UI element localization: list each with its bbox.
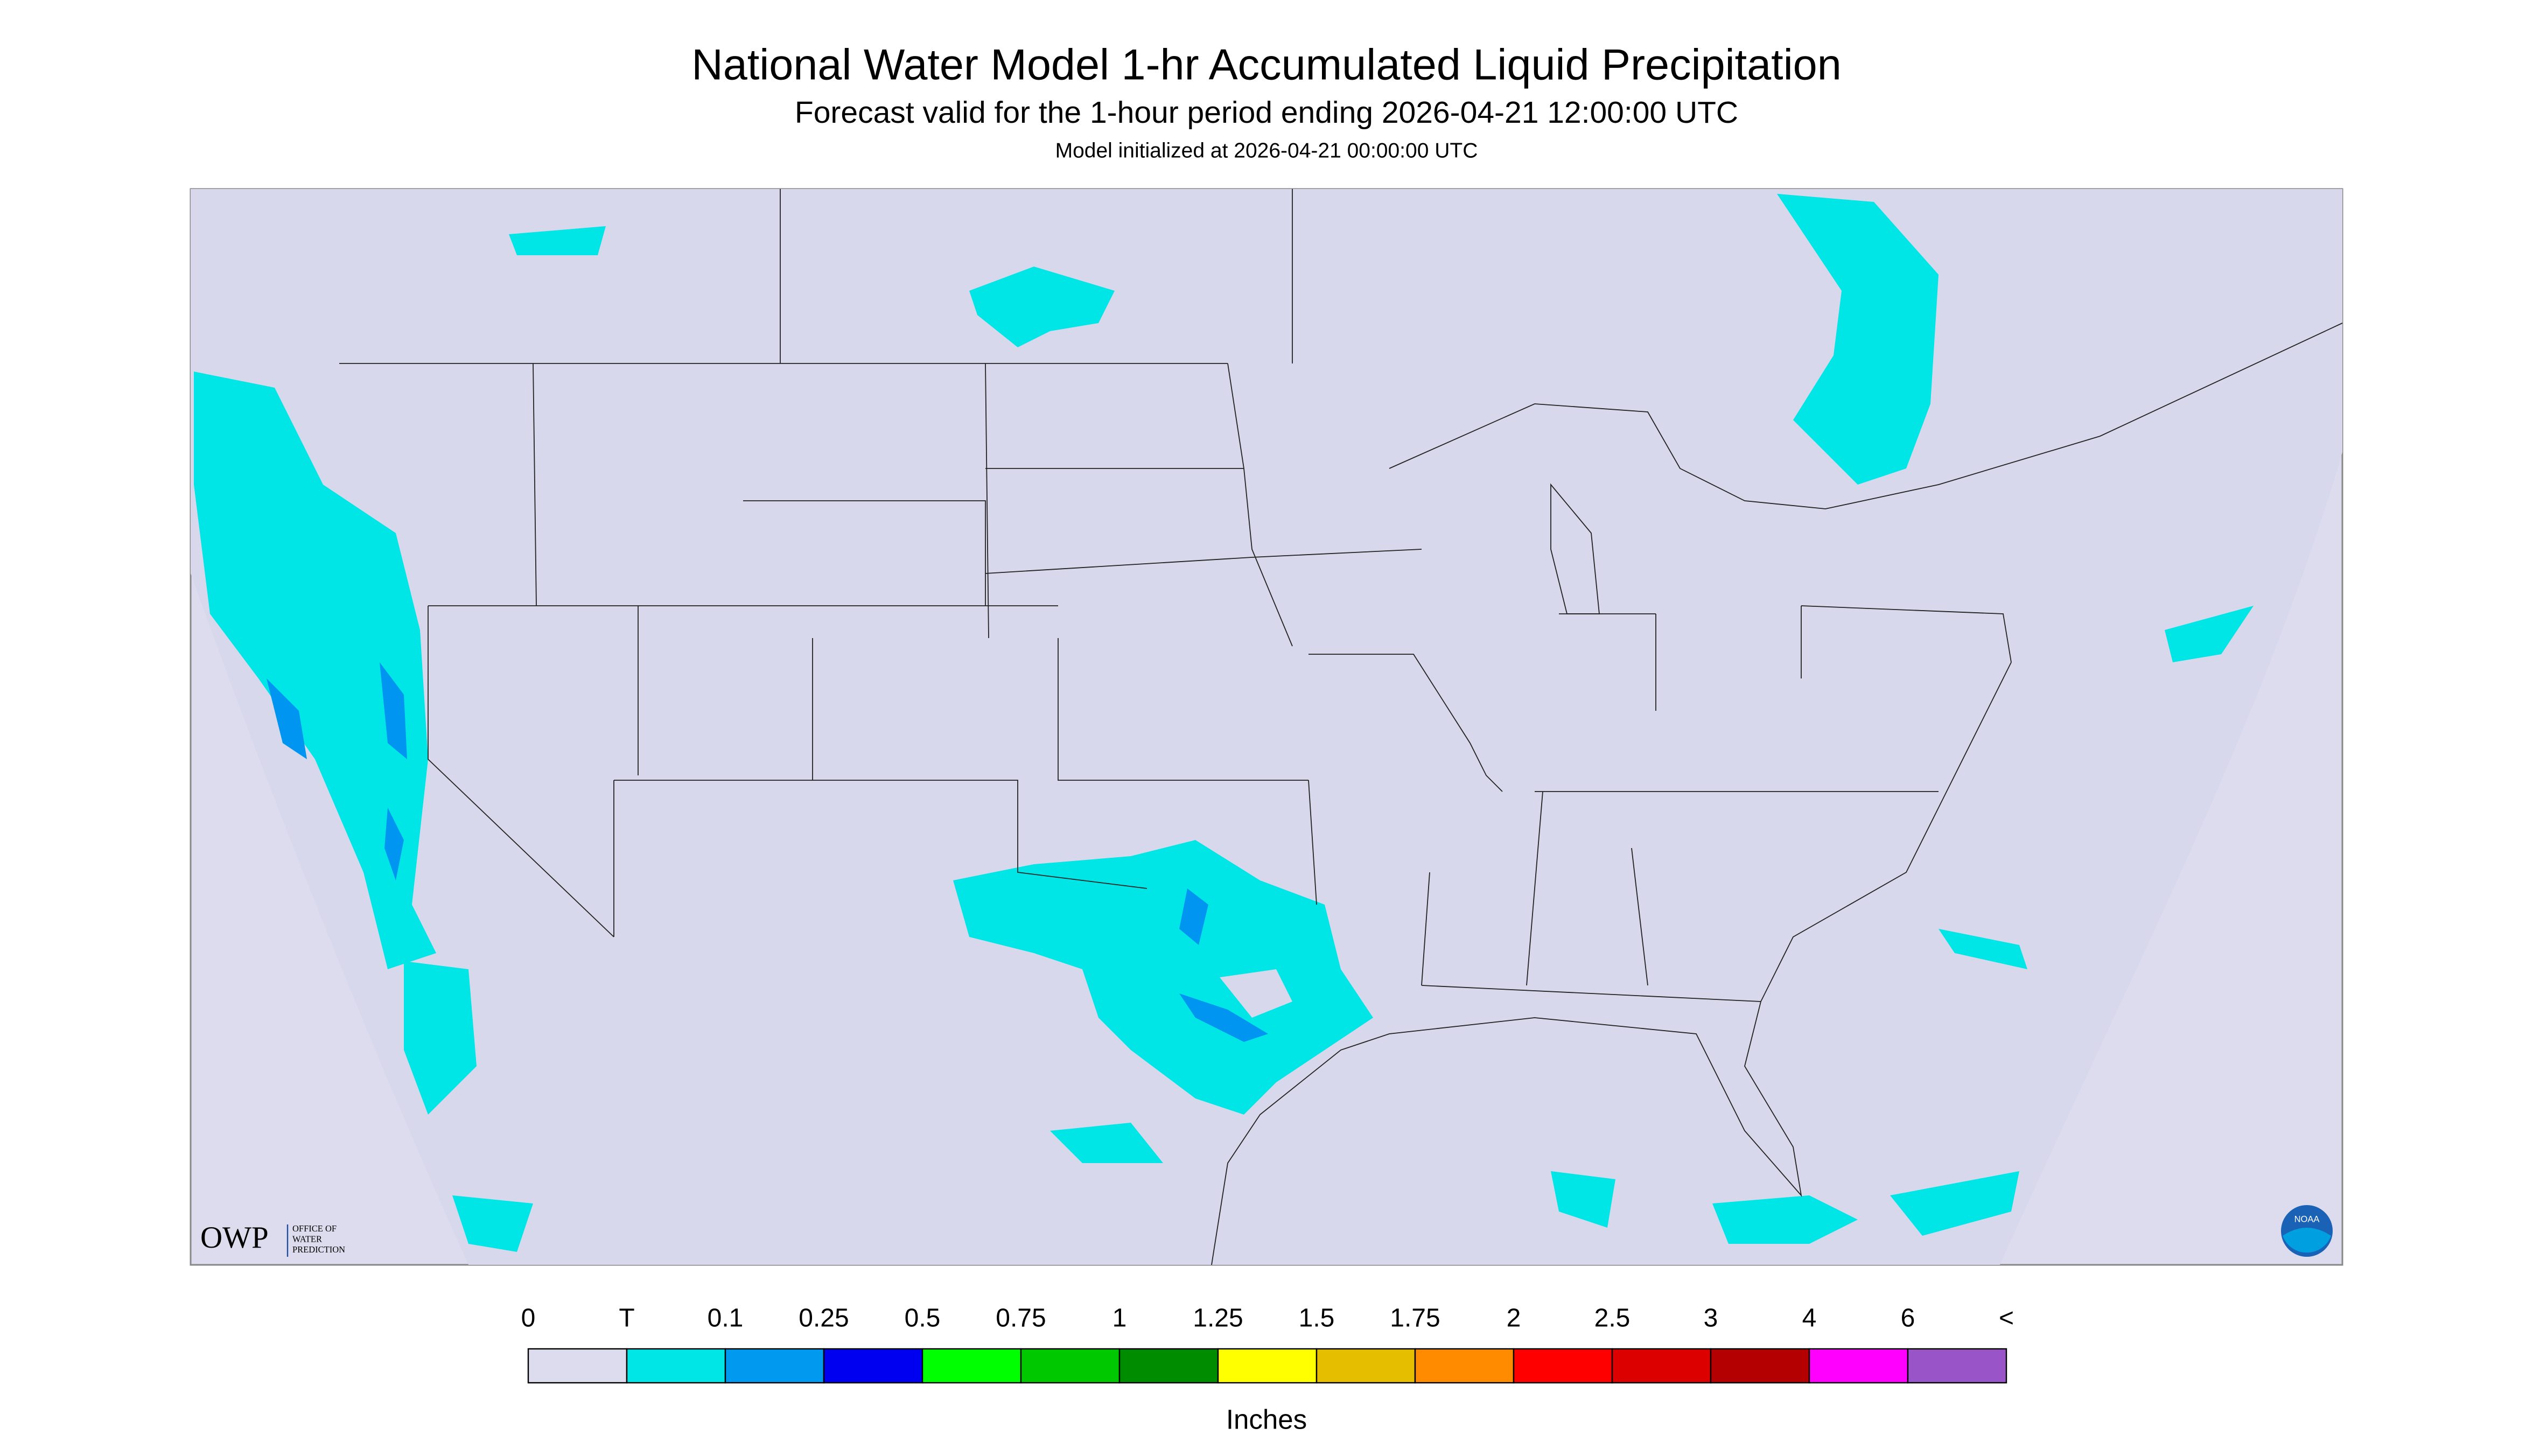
legend-swatch <box>1217 1348 1318 1384</box>
legend-swatch <box>1513 1348 1613 1384</box>
map: OWP OFFICE OF WATER PREDICTION NOAA <box>190 188 2343 1266</box>
init-time: Model initialized at 2026-04-21 00:00:00… <box>1055 139 1478 162</box>
legend-swatch <box>1020 1348 1121 1384</box>
owp-logo: OWP OFFICE OF WATER PREDICTION <box>200 1221 345 1257</box>
legend-swatch <box>724 1348 825 1384</box>
legend-tick-label: 0.1 <box>708 1304 744 1333</box>
legend-swatch <box>1316 1348 1416 1384</box>
legend-tick-label: 1.5 <box>1299 1304 1335 1333</box>
title: National Water Model 1-hr Accumulated Li… <box>691 40 1842 89</box>
legend-swatch <box>1611 1348 1712 1384</box>
noaa-text: NOAA <box>2294 1214 2320 1224</box>
legend-swatch <box>921 1348 1022 1384</box>
legend-tick-label: 3 <box>1704 1304 1718 1333</box>
legend-units: Inches <box>1226 1404 1307 1434</box>
legend-swatch <box>1808 1348 1909 1384</box>
legend-swatch <box>626 1348 726 1384</box>
owp-name-line: WATER <box>292 1234 322 1244</box>
legend-tick-label: 0.5 <box>905 1304 941 1333</box>
legend-tick-label: 6 <box>1901 1304 1915 1333</box>
legend: 0 T 0.1 0.25 0.5 0.75 1 1.25 1.5 1.75 2 2.5 3 4 6 < <box>521 1304 2014 1384</box>
legend-swatch <box>1907 1348 2007 1384</box>
precipitation <box>194 194 2254 1252</box>
legend-tick-label: < <box>1999 1304 2014 1333</box>
legend-tick-label: T <box>619 1304 634 1333</box>
legend-tick-label: 2.5 <box>1594 1304 1631 1333</box>
legend-tick-label: 0.25 <box>799 1304 849 1333</box>
legend-swatch <box>823 1348 923 1384</box>
model-domain <box>191 189 2342 1265</box>
legend-swatch <box>527 1348 628 1384</box>
legend-tick-label: 1.25 <box>1193 1304 1243 1333</box>
legend-tick-label: 4 <box>1802 1304 1817 1333</box>
noaa-logo: NOAA <box>2281 1205 2333 1257</box>
legend-tick-label: 1.75 <box>1390 1304 1440 1333</box>
legend-swatch <box>1414 1348 1515 1384</box>
owp-text: OWP <box>200 1221 269 1255</box>
legend-swatch <box>1710 1348 1810 1384</box>
owp-name-line: PREDICTION <box>292 1244 345 1255</box>
legend-tick-label: 2 <box>1507 1304 1521 1333</box>
subtitle: Forecast valid for the 1-hour period end… <box>795 95 1738 130</box>
legend-swatch <box>1118 1348 1219 1384</box>
legend-tick-label: 0 <box>521 1304 536 1333</box>
boundaries <box>339 189 2343 1265</box>
legend-tick-label: 0.75 <box>996 1304 1046 1333</box>
owp-name-line: OFFICE OF <box>292 1223 337 1234</box>
legend-tick-label: 1 <box>1112 1304 1127 1333</box>
